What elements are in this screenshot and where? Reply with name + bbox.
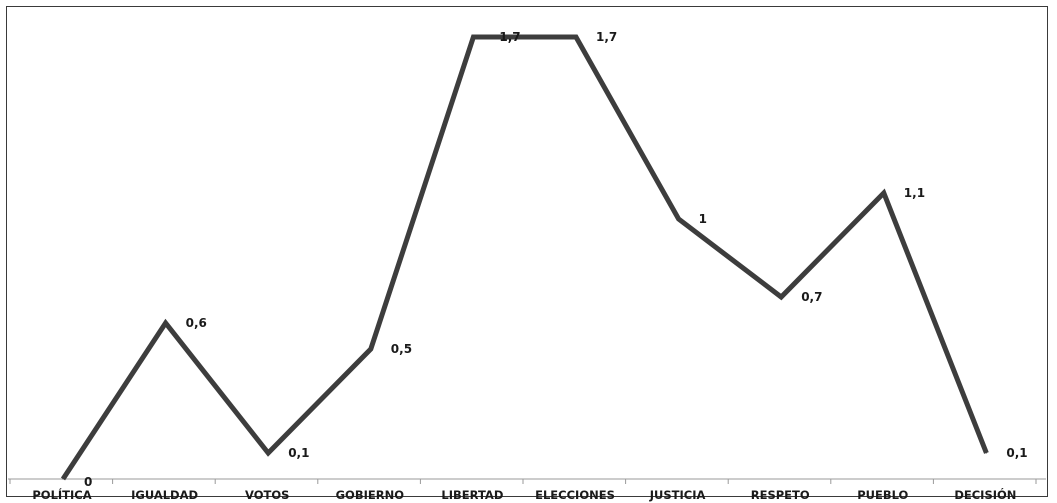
data-label: 1,1 — [904, 186, 925, 200]
x-tick-label: VOTOS — [245, 488, 289, 502]
data-label: 0 — [84, 475, 92, 489]
x-tick-label: RESPETO — [751, 488, 810, 502]
data-point — [165, 322, 167, 324]
data-point — [575, 36, 577, 38]
series-line — [60, 34, 989, 481]
data-point — [780, 296, 782, 298]
chart-frame — [6, 6, 1048, 497]
data-point — [370, 348, 372, 350]
series-line-group — [60, 34, 989, 481]
x-tick-label: PUEBLO — [857, 488, 908, 502]
data-label: 0,5 — [391, 342, 412, 356]
x-tick-labels: POLÍTICA IGUALDAD VOTOS GOBIERNO LIBERTAD ELE… — [32, 487, 1016, 502]
data-labels: 0 0,6 0,1 0,5 1,7 1,7 1 0,7 1,1 0,1 — [84, 30, 1028, 489]
data-label: 0,1 — [1006, 446, 1027, 460]
data-point — [678, 218, 680, 220]
x-tick-label: IGUALDAD — [131, 488, 198, 502]
data-point — [62, 478, 64, 480]
x-tick-label: DECISIÓN — [954, 487, 1016, 502]
x-tick-label: LIBERTAD — [441, 488, 503, 502]
data-point — [267, 452, 269, 454]
x-tick-label: JUSTICIA — [649, 488, 706, 502]
x-axis — [8, 478, 1046, 484]
x-tick-label: POLÍTICA — [32, 487, 91, 502]
x-tick-label: GOBIERNO — [336, 488, 405, 502]
x-tick-label: ELECCIONES — [535, 488, 615, 502]
data-point — [985, 452, 987, 454]
data-label: 1 — [699, 212, 707, 226]
data-point — [883, 192, 885, 194]
data-point — [472, 36, 474, 38]
data-label: 0,6 — [186, 316, 207, 330]
data-label: 0,1 — [288, 446, 309, 460]
data-label: 1,7 — [596, 30, 617, 44]
data-label: 1,7 — [499, 30, 520, 44]
data-label: 0,7 — [801, 290, 822, 304]
